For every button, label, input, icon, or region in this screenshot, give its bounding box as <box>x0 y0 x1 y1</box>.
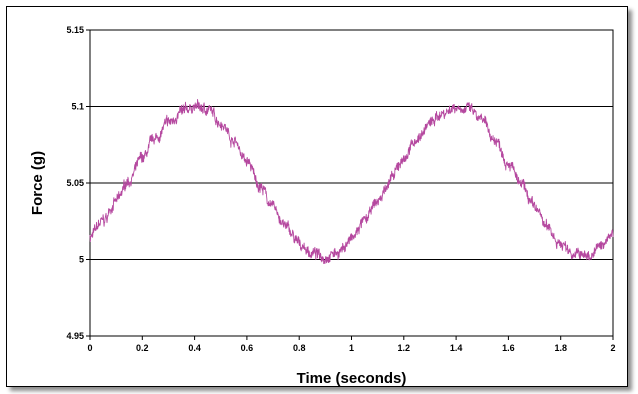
x-tick-label-8: 1.6 <box>502 343 515 353</box>
y-tick-label-3: 5.1 <box>71 102 84 112</box>
x-axis-ticks: 0 0.2 0.4 0.6 0.8 1 1.2 1.4 1.6 1.8 2 <box>87 336 616 353</box>
y-axis-title: Force (g) <box>29 151 46 215</box>
series-line-0 <box>89 98 614 265</box>
series-layer <box>89 98 614 265</box>
x-tick-label-6: 1.2 <box>398 343 411 353</box>
x-axis-title: Time (seconds) <box>297 370 407 387</box>
x-tick-label-9: 1.8 <box>554 343 567 353</box>
y-tick-label-1: 5 <box>79 255 84 265</box>
x-tick-label-3: 0.6 <box>241 343 254 353</box>
x-tick-label-7: 1.4 <box>450 343 463 353</box>
y-axis-ticks: 4.95 5 5.05 5.1 5.15 <box>66 25 90 341</box>
y-tick-label-4: 5.15 <box>66 25 84 35</box>
x-tick-label-5: 1 <box>349 343 354 353</box>
x-tick-label-4: 0.8 <box>293 343 306 353</box>
gridlines <box>90 106 613 260</box>
x-tick-label-2: 0.4 <box>188 343 201 353</box>
y-tick-label-0: 4.95 <box>66 331 84 341</box>
x-tick-label-10: 2 <box>610 343 615 353</box>
chart-frame <box>6 6 628 387</box>
y-tick-label-2: 5.05 <box>66 178 84 188</box>
x-tick-label-0: 0 <box>87 343 92 353</box>
x-tick-label-1: 0.2 <box>136 343 149 353</box>
